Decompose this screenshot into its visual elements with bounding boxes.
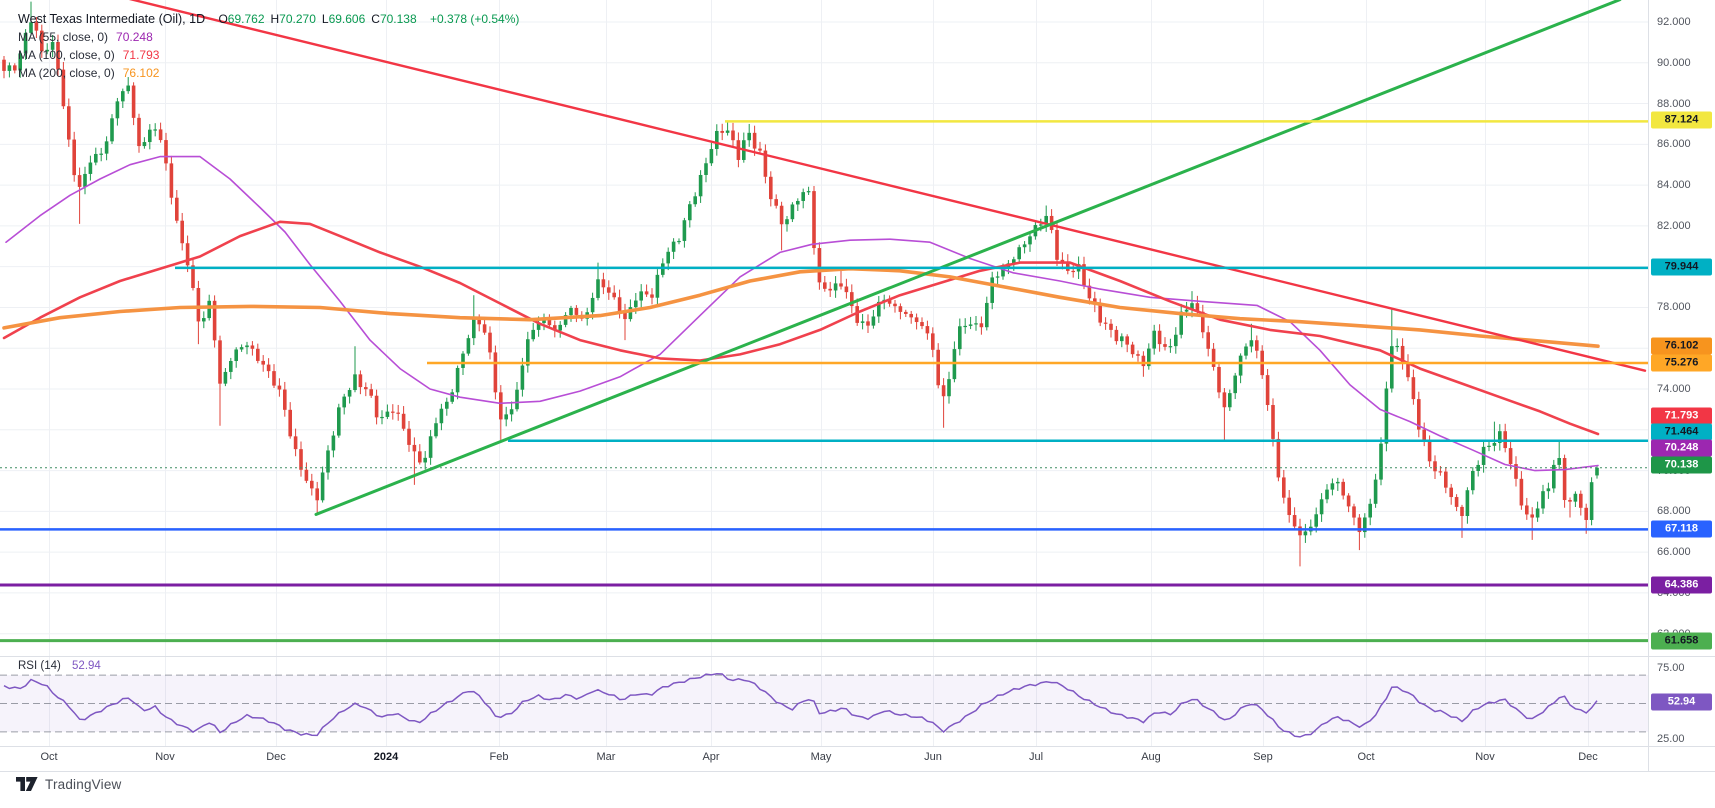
ma200-line[interactable]	[2, 266, 1600, 349]
ma-legend-row[interactable]: MA (100, close, 0) 71.793	[18, 46, 519, 64]
price-axis-separator	[1648, 0, 1649, 771]
symbol-legend: West Texas Intermediate (Oil), 1D O69.76…	[18, 10, 519, 82]
rsi-badge: 52.94	[1651, 693, 1712, 711]
ohlc-token: C70.138	[371, 12, 417, 26]
symbol-row[interactable]: West Texas Intermediate (Oil), 1D O69.76…	[18, 10, 519, 28]
price-badge: 70.138	[1651, 456, 1712, 474]
rsi-pane	[0, 674, 1648, 733]
rsi-tick: 75.00	[1657, 662, 1685, 674]
ma-legend-label: MA (55, close, 0)	[18, 30, 109, 44]
price-badge: 76.102	[1651, 337, 1712, 354]
month-label: Aug	[1141, 751, 1161, 763]
price-badge: 67.118	[1651, 520, 1712, 538]
month-label: Nov	[1475, 751, 1495, 763]
month-label: Oct	[40, 751, 58, 763]
change-value: +0.378 (+0.54%)	[429, 12, 520, 26]
ohlc-token: L69.606	[321, 12, 366, 26]
price-badge: 75.276	[1651, 354, 1712, 371]
price-tick: 82.000	[1657, 219, 1691, 232]
ascending-trendline[interactable]	[314, 0, 1622, 516]
rsi-line[interactable]	[3, 672, 1598, 738]
ma-legend-value: 70.248	[116, 30, 153, 44]
price-tick: 78.000	[1657, 301, 1691, 314]
gridlines	[0, 0, 1648, 746]
price-badge: 71.793	[1651, 407, 1712, 425]
price-tick: 66.000	[1657, 546, 1691, 559]
ohlc-values: O69.762 H70.270 L69.606 C70.138	[218, 12, 422, 26]
ma-legend-value: 71.793	[122, 48, 160, 62]
price-badge: 61.658	[1651, 632, 1712, 650]
price-tick: 86.000	[1657, 138, 1691, 151]
month-label: Dec	[266, 751, 286, 763]
ohlc-token: H70.270	[270, 12, 316, 26]
month-label: May	[810, 751, 832, 763]
rsi-label: RSI (14)	[18, 660, 61, 672]
tradingview-attribution[interactable]: TradingView	[16, 777, 122, 792]
ma-legend-row[interactable]: MA (55, close, 0) 70.248	[18, 28, 519, 46]
price-tick: 84.000	[1657, 179, 1691, 192]
tradingview-logo-text: TradingView	[45, 777, 122, 792]
price-badge: 71.464	[1651, 423, 1712, 441]
month-label: 2024	[373, 751, 399, 763]
month-label: Sep	[1253, 751, 1273, 763]
price-badge: 64.386	[1651, 576, 1712, 594]
month-label: Feb	[489, 751, 509, 763]
price-axis[interactable]: 92.00090.00088.00086.00084.00082.00080.0…	[1649, 0, 1715, 746]
bottom-border	[0, 771, 1715, 772]
price-tick: 92.000	[1657, 16, 1691, 28]
ma55-line[interactable]	[5, 155, 1599, 472]
candles-layer[interactable]	[2, 1, 1599, 567]
descending-trendline[interactable]	[128, 0, 1647, 372]
ma100-line[interactable]	[2, 220, 1600, 436]
ma-legend-label: MA (100, close, 0)	[18, 48, 115, 62]
price-tick: 90.000	[1657, 56, 1691, 69]
ohlc-token: O69.762	[218, 12, 265, 26]
month-label: Mar	[596, 751, 616, 763]
ma-legend-label: MA (200, close, 0)	[18, 66, 115, 80]
rsi-tick: 25.00	[1657, 733, 1685, 745]
ma-legend-value: 76.102	[122, 66, 160, 80]
month-label: Oct	[1357, 751, 1375, 763]
month-label: Apr	[702, 751, 720, 763]
price-tick: 68.000	[1657, 505, 1691, 518]
time-axis[interactable]: Oct Nov Dec 2024 Feb Mar Apr May Jun Jul Aug Sep Oct…	[0, 747, 1648, 771]
month-label: Jul	[1028, 751, 1044, 763]
month-label: Nov	[155, 751, 175, 763]
price-tick: 88.000	[1657, 97, 1691, 110]
rsi-value: 52.94	[72, 660, 101, 672]
price-badge: 79.944	[1651, 258, 1712, 275]
time-axis-separator	[0, 746, 1715, 747]
month-label: Jun	[924, 751, 942, 763]
pane-separator[interactable]	[0, 656, 1715, 657]
month-label: Dec	[1578, 751, 1598, 763]
symbol-title[interactable]: West Texas Intermediate (Oil), 1D	[18, 12, 206, 26]
price-badge: 87.124	[1651, 111, 1712, 129]
tradingview-logo-icon	[16, 777, 38, 791]
ma-legend-row[interactable]: MA (200, close, 0) 76.102	[18, 64, 519, 82]
rsi-legend[interactable]: RSI (14) 52.94	[18, 660, 101, 672]
price-tick: 74.000	[1657, 383, 1691, 396]
price-chart-canvas[interactable]	[0, 0, 1648, 746]
price-badge: 70.248	[1651, 439, 1712, 457]
